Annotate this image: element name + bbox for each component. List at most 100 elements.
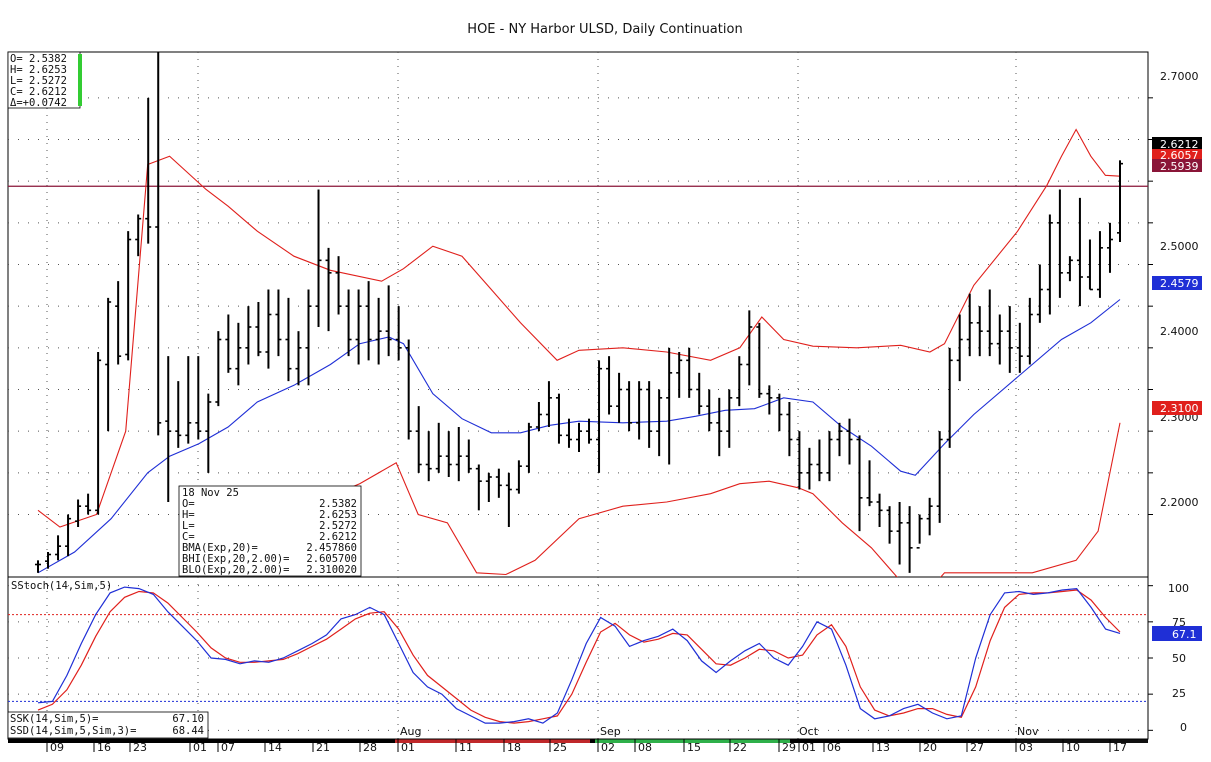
- day-label: 21: [316, 741, 330, 754]
- ohlc-bar: [455, 427, 462, 482]
- ohlc-readout-marker: [78, 54, 82, 106]
- ohlc-bar: [806, 447, 813, 490]
- ohlc-bar: [405, 339, 412, 440]
- stoch-value-tag: [1152, 626, 1202, 641]
- day-label: 17: [1113, 741, 1127, 754]
- ohlc-bar: [726, 389, 733, 448]
- day-label: 10: [1066, 741, 1080, 754]
- ohlc-bar: [55, 535, 62, 561]
- y-tick-label: 2.7000: [1160, 70, 1199, 83]
- info-value: 2.457860: [306, 542, 357, 554]
- info-label: H=: [182, 509, 195, 521]
- day-label: 08: [638, 741, 652, 754]
- ohlc-bar: [916, 514, 923, 549]
- stoch-value-tag-text: 67.1: [1172, 628, 1197, 641]
- stoch-line: [37, 589, 1121, 724]
- ohlc-bar: [555, 393, 562, 444]
- grid: [8, 52, 1153, 739]
- ohlc-bar: [856, 435, 863, 532]
- ma-tag-text: 2.4579: [1160, 277, 1199, 290]
- day-label: 11: [459, 741, 473, 754]
- last-price-tag: [1152, 137, 1202, 151]
- ohlc-bar: [425, 431, 432, 482]
- ohlc-bar: [275, 289, 282, 357]
- ohlc-bar: [716, 397, 723, 457]
- ohlc-bar: [265, 289, 272, 369]
- info-box: 18 Nov 25 O= 2.5382 H= 2.6253 L= 2.5272 …: [178, 485, 362, 577]
- month-label: Oct: [799, 725, 819, 738]
- ohlc-bar: [215, 331, 222, 407]
- info-label: O=: [182, 498, 195, 510]
- day-label: 03: [1019, 741, 1033, 754]
- day-label: 25: [553, 741, 567, 754]
- stoch-readout: SSK(14,Sim,5)= 67.10 SSD(14,Sim,5,Sim,3)…: [7, 711, 209, 739]
- ohlc-bar: [666, 347, 673, 465]
- ohlc-bar: [1036, 264, 1043, 323]
- ohlc-bar: [646, 381, 653, 448]
- ohlc-bar: [165, 356, 172, 502]
- ohlc-bar: [395, 306, 402, 361]
- ohlc-bar: [295, 331, 302, 386]
- ohlc-bar: [355, 289, 362, 365]
- lower-band-tag: [1152, 401, 1202, 415]
- y-tick-label: 2.2000: [1160, 496, 1199, 509]
- info-box-frame: [178, 485, 362, 577]
- hline-tag-text: 2.5939: [1160, 160, 1199, 173]
- ohlc-bar: [435, 422, 442, 473]
- ohlc-bar: [515, 460, 522, 494]
- day-label: 28: [363, 741, 377, 754]
- stoch-d-value: 68.44: [172, 725, 204, 737]
- ohlc-bar: [565, 418, 572, 448]
- ohlc-bar: [926, 497, 933, 536]
- ohlc-change: Δ=+0.0742: [10, 97, 67, 109]
- ohlc-high: H= 2.6253: [10, 64, 67, 76]
- day-label: 02: [601, 741, 615, 754]
- ohlc-bar: [786, 402, 793, 457]
- day-label: 07: [221, 741, 235, 754]
- ohlc-bar: [385, 285, 392, 357]
- info-value: 2.5272: [319, 520, 357, 532]
- ohlc-bar: [1026, 297, 1033, 365]
- stoch-k-value: 67.10: [172, 713, 204, 725]
- ohlc-close: C= 2.6212: [10, 86, 67, 98]
- ohlc-bar: [796, 431, 803, 490]
- day-label: 16: [97, 741, 111, 754]
- ohlc-bar: [35, 560, 41, 573]
- ohlc-bar: [85, 493, 92, 515]
- day-label: 01: [401, 741, 415, 754]
- y-tick-label: 2.5000: [1160, 240, 1199, 253]
- info-label: L=: [182, 520, 195, 532]
- day-label: 22: [733, 741, 747, 754]
- ohlc-bar: [225, 314, 232, 373]
- ohlc-bar: [535, 402, 542, 432]
- ohlc-bar: [175, 381, 182, 448]
- ohlc-bar: [946, 347, 953, 448]
- ohlc-bar: [125, 231, 132, 361]
- ohlc-bar: [1016, 322, 1023, 373]
- ohlc-bar: [475, 464, 482, 511]
- stoch-tick-label: 25: [1172, 687, 1186, 700]
- bollinger-bands: [37, 128, 1121, 577]
- ohlc-bar: [235, 322, 242, 386]
- info-value: 2.6253: [319, 509, 357, 521]
- ohlc-bar: [465, 439, 472, 473]
- ohlc-bar: [145, 97, 152, 244]
- ohlc-bar: [485, 472, 492, 502]
- stoch-title: SStoch(14,Sim,5): [11, 580, 112, 592]
- month-labels: Aug Sep Oct Nov: [400, 725, 1039, 738]
- stoch-tick-label: 75: [1172, 616, 1186, 629]
- y-tick-label: 2.4000: [1160, 325, 1199, 338]
- day-label: 15: [687, 741, 701, 754]
- day-label: 27: [970, 741, 984, 754]
- ohlc-bar: [766, 385, 773, 415]
- stoch-tick-label: 100: [1168, 582, 1189, 595]
- ohlc-bar: [636, 381, 643, 440]
- ohlc-bar: [906, 506, 913, 573]
- ohlc-bar: [956, 314, 963, 382]
- stoch-tick-label: 50: [1172, 652, 1186, 665]
- day-label: 14: [268, 741, 282, 754]
- info-label: BHI(Exp,20,2.00)=: [182, 553, 289, 565]
- stoch-readout-box: [7, 711, 209, 739]
- ohlc-bar: [245, 306, 252, 365]
- ohlc-bar: [205, 393, 212, 473]
